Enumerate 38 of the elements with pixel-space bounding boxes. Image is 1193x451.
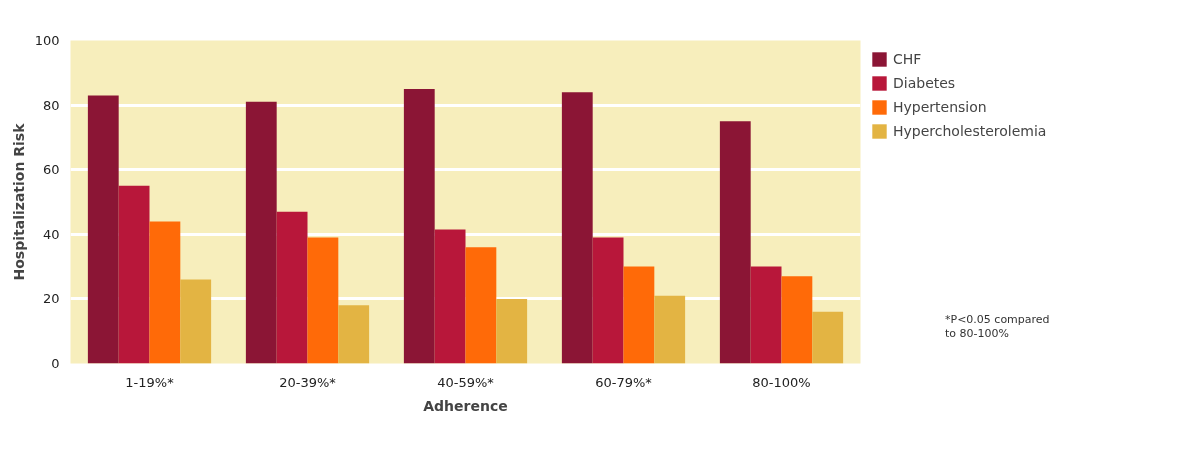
x-tick-label: 20-39%* [279,374,337,390]
x-tick-label: 40-59%* [437,374,495,390]
bar [403,88,435,364]
legend-label: CHF [893,51,922,67]
y-axis-title: Hospitalization Risk [10,122,27,281]
legend-label: Diabetes [893,75,956,91]
bar [149,221,181,364]
x-tick-label: 1-19%* [125,374,175,390]
y-tick-label: 20 [42,291,60,307]
legend-label: Hypercholesterolemia [893,123,1047,139]
bar [561,92,593,364]
x-tick-label: 80-100% [752,374,811,390]
bar [307,237,339,364]
bar [719,121,751,364]
bar [87,95,119,364]
bar [654,295,686,364]
y-tick-label: 40 [42,226,60,242]
bar [592,237,624,364]
y-tick-label: 0 [51,356,60,371]
x-tick-label: 60-79%* [595,374,653,390]
bar [812,311,844,364]
y-tick-label: 100 [34,33,60,48]
bar [781,276,813,364]
bar [118,185,150,364]
bar [465,247,497,364]
y-tick-label: 60 [42,162,60,178]
bar [434,229,466,364]
legend-label: Hypertension [893,99,987,115]
bar [180,279,212,364]
bar [750,266,782,364]
bar [276,211,308,364]
bar [496,298,528,364]
text: *P<0.05 compared to 80-100% [945,313,1050,342]
x-axis-title: Adherence [423,397,508,414]
bar [245,101,277,364]
y-tick-label: 80 [42,97,60,113]
bar [338,305,370,364]
bar [623,266,655,364]
